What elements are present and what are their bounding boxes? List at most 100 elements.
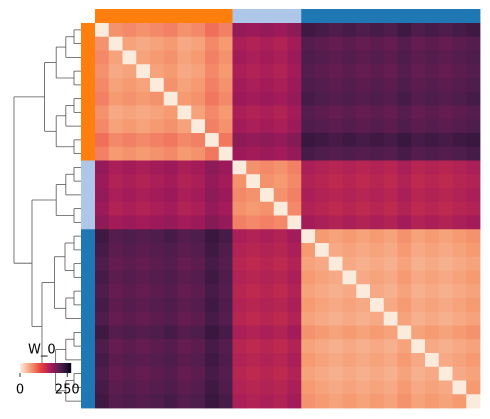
colorbar-segment	[63, 363, 65, 373]
cell	[452, 270, 467, 285]
cell	[260, 78, 275, 93]
cell	[356, 311, 371, 326]
cell	[108, 394, 123, 409]
cell	[466, 23, 481, 38]
cell	[383, 23, 398, 38]
col-color	[383, 9, 398, 23]
cell	[315, 36, 330, 51]
cell	[397, 243, 412, 258]
cell	[287, 36, 302, 51]
cell	[218, 91, 233, 106]
colorbar-segment	[27, 363, 29, 373]
cell	[466, 146, 481, 161]
cell	[397, 50, 412, 65]
cell	[163, 133, 178, 148]
cell	[452, 380, 467, 395]
cell	[191, 91, 206, 106]
cell	[260, 23, 275, 38]
cell	[287, 325, 302, 340]
cell	[122, 256, 137, 271]
cell	[205, 270, 220, 285]
cell	[328, 50, 343, 65]
cell	[232, 394, 247, 409]
cell	[177, 229, 192, 244]
cell	[95, 36, 110, 51]
cell	[425, 380, 440, 395]
cell	[452, 256, 467, 271]
cell	[260, 298, 275, 313]
cell	[383, 146, 398, 161]
cell	[218, 119, 233, 134]
cell	[177, 270, 192, 285]
cell	[438, 91, 453, 106]
cell	[370, 201, 385, 216]
cell	[122, 215, 137, 230]
cell	[425, 243, 440, 258]
cell	[328, 215, 343, 230]
colorbar-tick-label: 250	[55, 383, 80, 398]
cell	[191, 215, 206, 230]
cell	[246, 91, 261, 106]
colorbar-segment	[49, 363, 51, 373]
cell	[356, 380, 371, 395]
cell	[356, 133, 371, 148]
cell	[273, 394, 288, 409]
cell	[452, 311, 467, 326]
colorbar-segment	[20, 363, 22, 373]
cell	[95, 366, 110, 381]
cell	[438, 325, 453, 340]
cell	[315, 215, 330, 230]
cell	[397, 256, 412, 271]
cell	[108, 201, 123, 216]
cell	[328, 339, 343, 354]
cell	[425, 270, 440, 285]
cell	[205, 174, 220, 189]
cell	[260, 201, 275, 216]
cell	[287, 146, 302, 161]
cell	[315, 311, 330, 326]
cell	[218, 215, 233, 230]
cell	[273, 229, 288, 244]
cell	[122, 174, 137, 189]
cell	[301, 380, 316, 395]
cell	[301, 215, 316, 230]
cell	[342, 105, 357, 120]
cell	[370, 270, 385, 285]
row-color	[81, 36, 95, 51]
cell	[108, 146, 123, 161]
cell	[328, 91, 343, 106]
cell	[466, 105, 481, 120]
cell	[122, 311, 137, 326]
cell	[260, 64, 275, 79]
cell	[315, 366, 330, 381]
cell	[397, 201, 412, 216]
cell	[122, 366, 137, 381]
colorbar-segment	[32, 363, 34, 373]
cell	[466, 160, 481, 175]
cell	[95, 188, 110, 203]
row-color	[81, 146, 95, 161]
cell	[383, 256, 398, 271]
cell	[108, 339, 123, 354]
cell	[287, 64, 302, 79]
cell	[136, 215, 151, 230]
cell	[232, 50, 247, 65]
cell	[452, 133, 467, 148]
cell	[383, 78, 398, 93]
cell	[383, 380, 398, 395]
colorbar-segment	[64, 363, 66, 373]
col-color	[177, 9, 192, 23]
cell	[150, 270, 165, 285]
cell	[122, 325, 137, 340]
cell	[397, 284, 412, 299]
cell	[452, 201, 467, 216]
row-color	[81, 23, 95, 38]
cell	[301, 188, 316, 203]
cell	[136, 394, 151, 409]
cell	[246, 298, 261, 313]
cell	[260, 50, 275, 65]
cell	[273, 339, 288, 354]
cell	[315, 256, 330, 271]
cell	[301, 298, 316, 313]
cell	[466, 270, 481, 285]
